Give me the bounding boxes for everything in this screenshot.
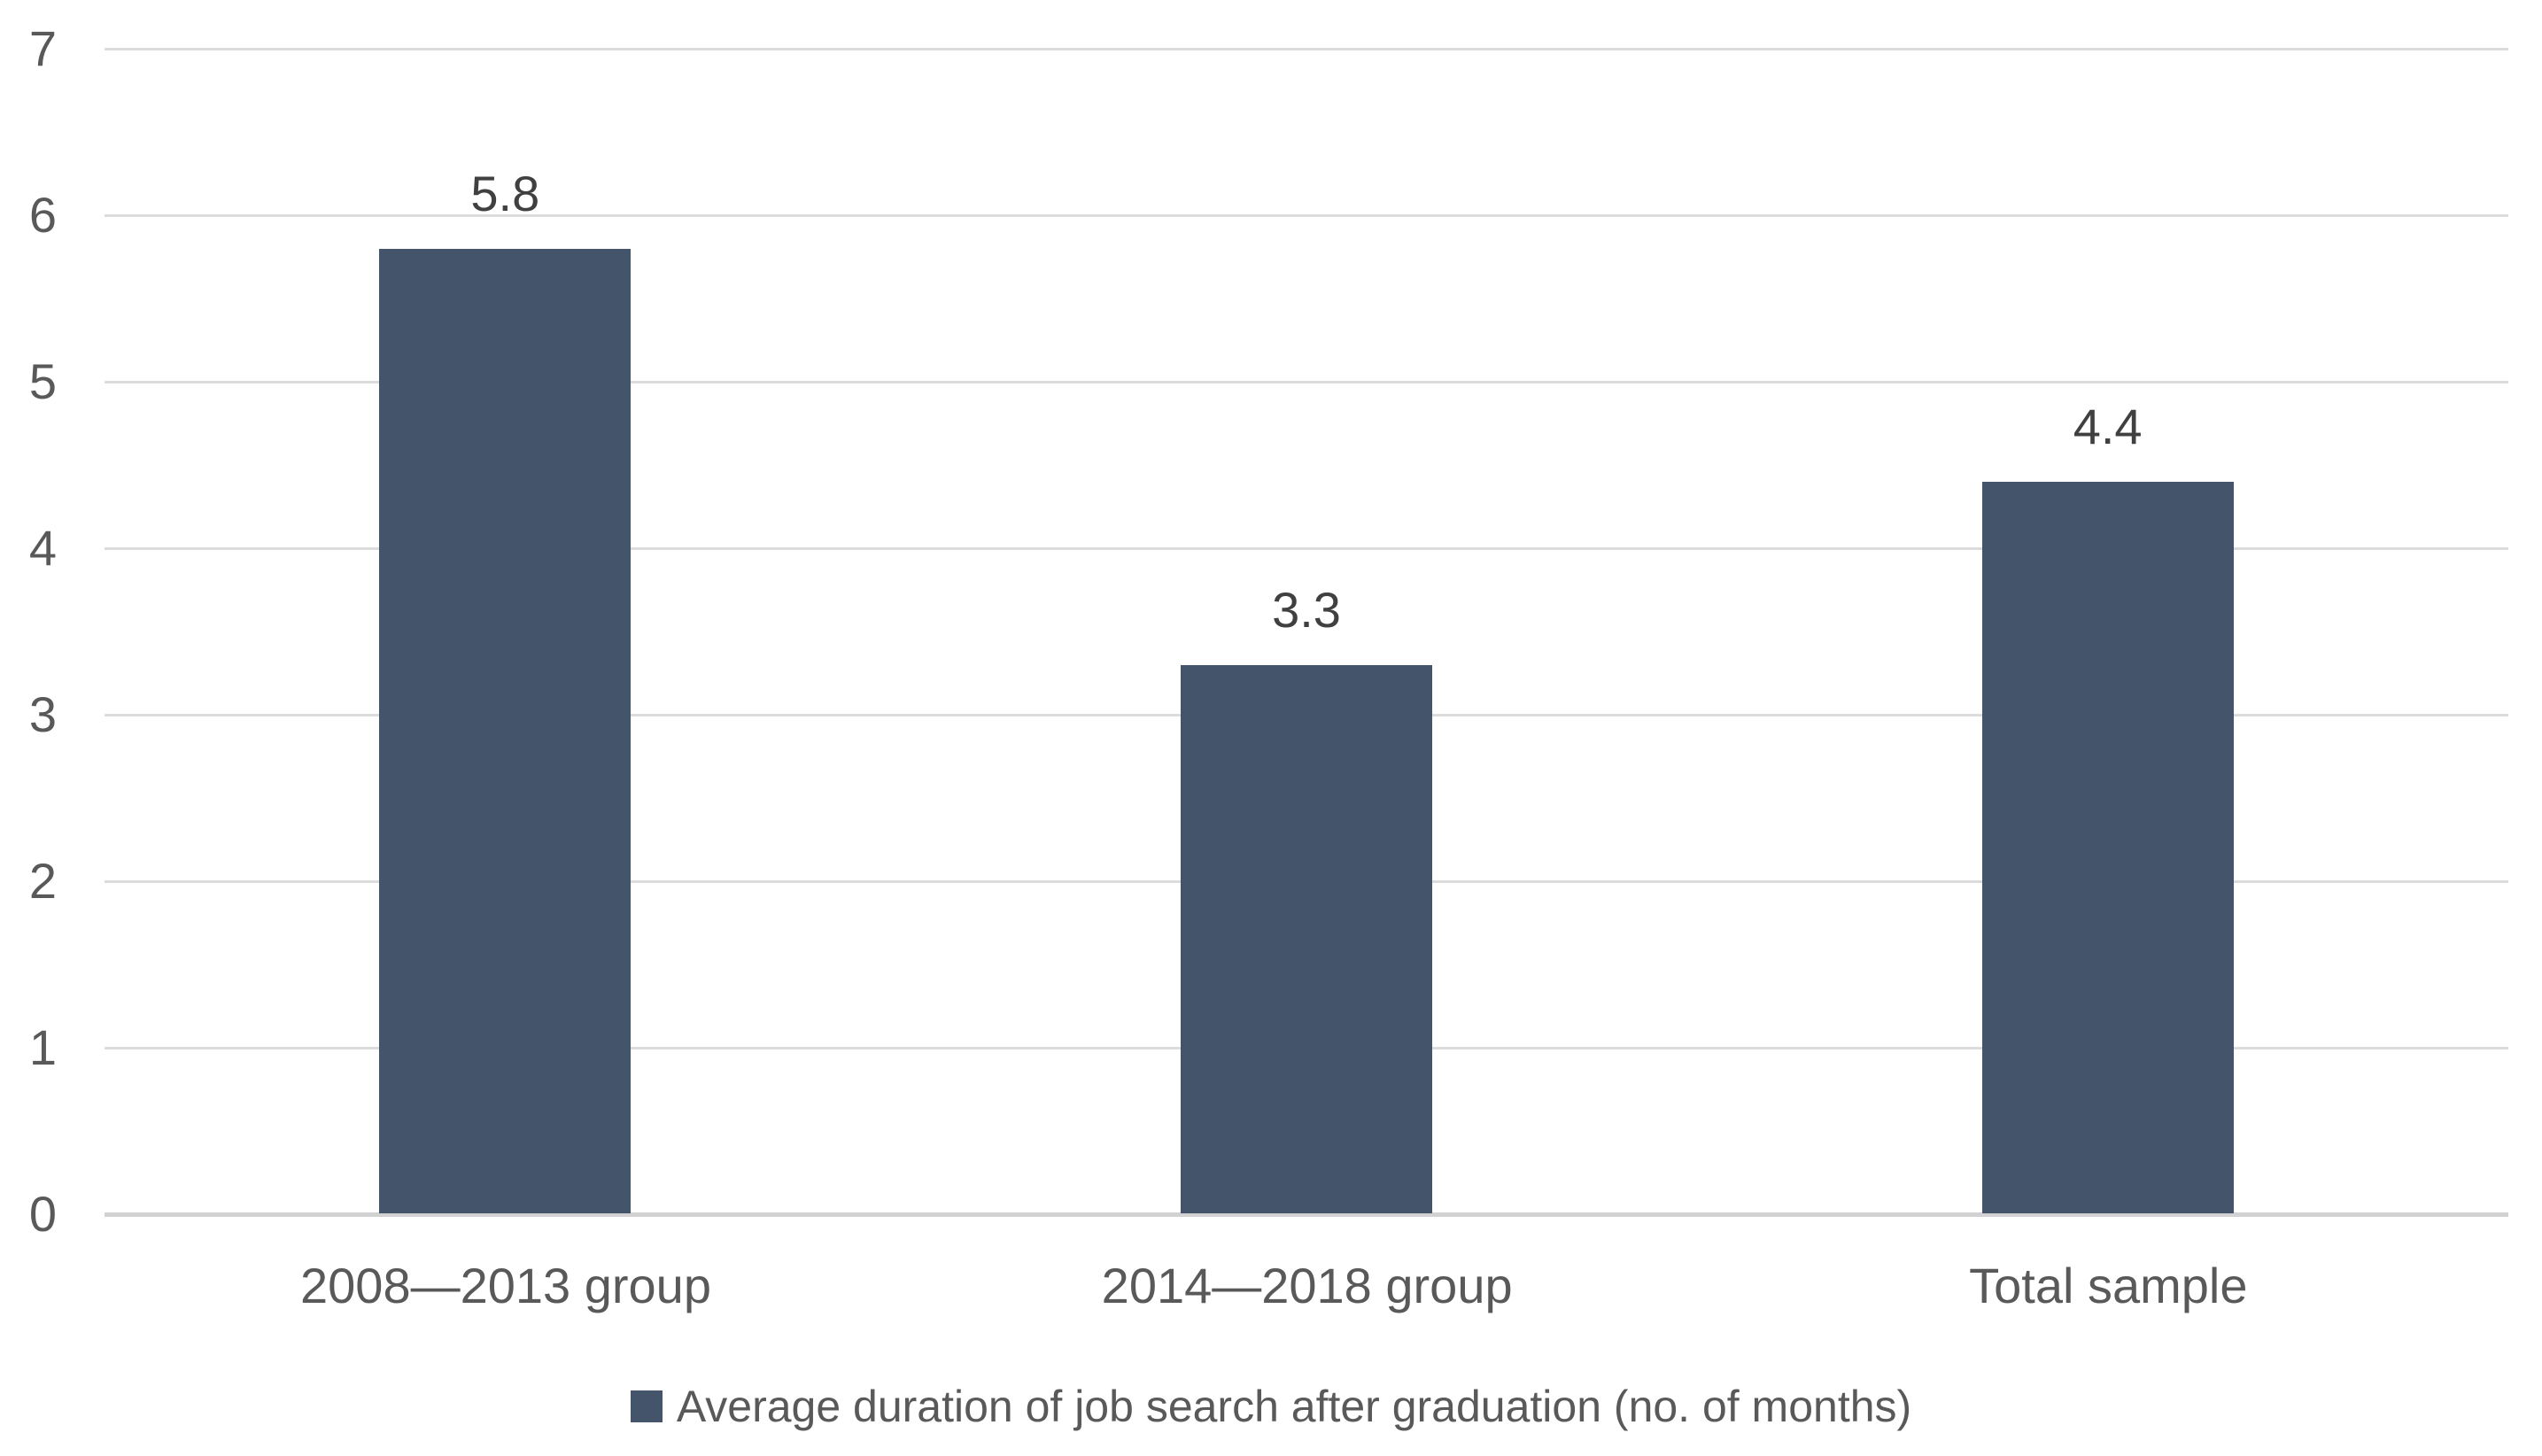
bar-data-label: 5.8 [470, 165, 540, 221]
legend-label: Average duration of job search after gra… [676, 1382, 1912, 1431]
bar [379, 248, 632, 1213]
bar-data-label: 4.4 [2073, 398, 2143, 454]
gridline [105, 381, 2508, 383]
category-label: 2008—2013 group [300, 1258, 711, 1313]
gridline [105, 214, 2508, 217]
y-tick-label: 4 [28, 520, 57, 576]
x-axis-line [105, 1212, 2508, 1217]
y-tick-label: 7 [28, 20, 57, 76]
category-label: Total sample [1969, 1258, 2248, 1313]
bar-data-label: 3.3 [1272, 581, 1341, 638]
y-tick-label: 0 [28, 1186, 57, 1242]
bar [1181, 664, 1432, 1213]
y-tick-label: 1 [28, 1019, 57, 1075]
legend-swatch-icon [630, 1390, 663, 1422]
bar [1981, 481, 2234, 1213]
y-tick-label: 3 [28, 686, 57, 742]
gridline [105, 48, 2508, 50]
y-tick-label: 5 [28, 353, 57, 409]
y-tick-label: 6 [28, 187, 57, 243]
gridline [105, 547, 2508, 550]
category-label: 2014—2018 group [1101, 1258, 1513, 1313]
legend: Average duration of job search after gra… [0, 1375, 2542, 1438]
y-tick-label: 2 [28, 853, 57, 909]
